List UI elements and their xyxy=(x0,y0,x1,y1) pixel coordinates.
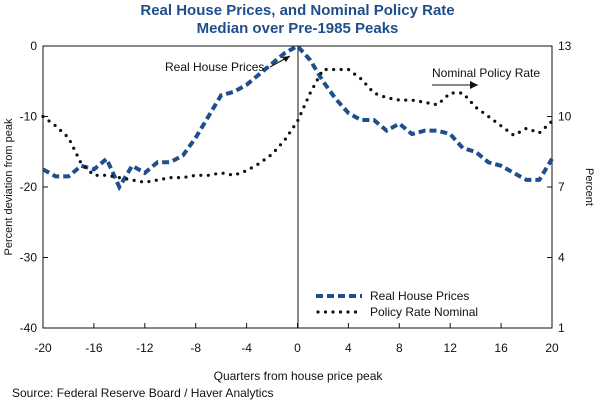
y-axis-label-right: Percent xyxy=(583,168,595,206)
x-tick-label: -4 xyxy=(241,341,252,355)
policy-rate-line xyxy=(41,67,554,184)
legend-label-policy-rate: Policy Rate Nominal xyxy=(370,305,478,319)
chart-title: Real House Prices, and Nominal Policy Ra… xyxy=(140,2,455,19)
y-left-tick-label: -40 xyxy=(20,321,38,335)
y-right-tick-label: 13 xyxy=(558,39,572,53)
y-axis-label-left: Percent deviation from peak xyxy=(3,118,15,255)
x-tick-label: -8 xyxy=(190,341,201,355)
x-tick-label: -20 xyxy=(34,341,52,355)
y-right-tick-label: 7 xyxy=(558,180,565,194)
y-right-tick-label: 1 xyxy=(558,321,565,335)
x-tick-label: 8 xyxy=(396,341,403,355)
x-axis-label: Quarters from house price peak xyxy=(214,369,384,383)
y-left-tick-label: -30 xyxy=(20,251,38,265)
house-prices-line xyxy=(42,43,554,192)
x-tick-label: -12 xyxy=(136,341,154,355)
annotation-policy-rate: Nominal Policy Rate xyxy=(432,66,540,80)
y-left-tick-label: -10 xyxy=(20,110,38,124)
annotation-house-prices: Real House Prices xyxy=(165,60,264,74)
annotation-policy-rate-arrowhead xyxy=(470,81,478,89)
x-tick-label: 12 xyxy=(444,341,458,355)
y-right-tick-label: 10 xyxy=(558,110,572,124)
y-right-tick-label: 4 xyxy=(558,251,565,265)
y-left-tick-label: 0 xyxy=(30,39,37,53)
x-tick-label: 16 xyxy=(494,341,508,355)
x-tick-label: 20 xyxy=(545,341,559,355)
legend-label-house-prices: Real House Prices xyxy=(370,289,469,303)
chart-subtitle: Median over Pre-1985 Peaks xyxy=(196,20,399,37)
x-tick-label: 0 xyxy=(294,341,301,355)
y-left-tick-label: -20 xyxy=(20,180,38,194)
annotation-house-prices-arrowhead xyxy=(282,56,290,62)
source-note: Source: Federal Reserve Board / Haver An… xyxy=(12,386,274,400)
x-tick-label: 4 xyxy=(345,341,352,355)
x-tick-label: -16 xyxy=(85,341,103,355)
